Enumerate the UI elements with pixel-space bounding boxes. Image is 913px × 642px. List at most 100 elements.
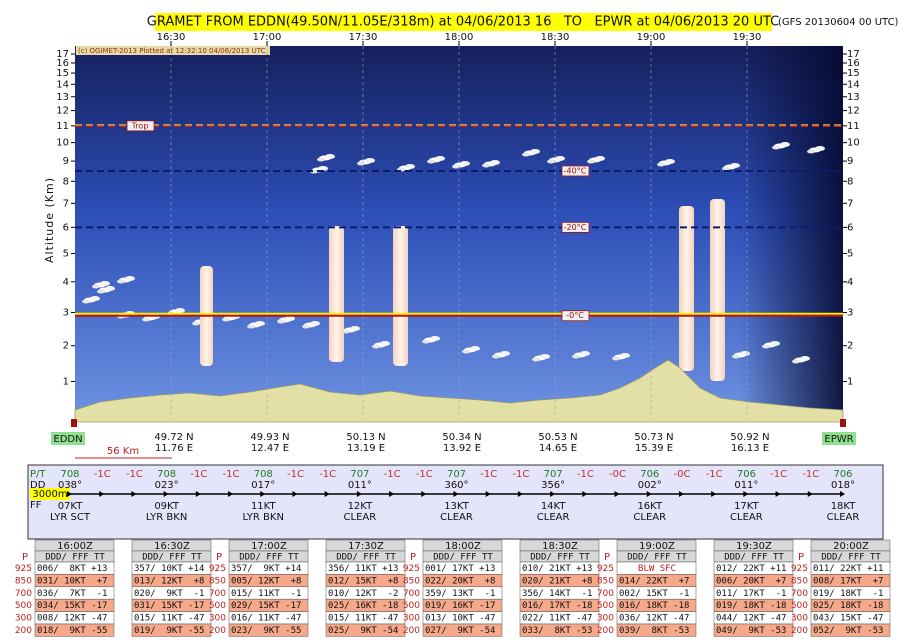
pressure-label: P	[22, 552, 28, 563]
route-arrow	[99, 491, 105, 497]
pressure-temp: -1C	[319, 469, 336, 480]
table-time: 17:30Z	[348, 541, 384, 552]
table-time: 16:30Z	[154, 541, 190, 552]
isotherm-label-box	[561, 165, 590, 177]
pressure-temp: 708	[157, 469, 176, 480]
pressure-level: 700	[597, 589, 614, 599]
table-cell: 001/ 17KT +13	[425, 564, 495, 574]
y-tick-label: 9	[63, 156, 69, 167]
table-cell: 029/ 15KT -17	[231, 601, 301, 611]
pressure-level: 300	[403, 614, 420, 624]
y-tick-label: 3	[847, 308, 853, 319]
wind-speed: 14KT	[541, 501, 567, 512]
pressure-temp: -1C	[480, 469, 497, 480]
pressure-level: 300	[209, 614, 226, 624]
waypoint-lat: 50.53 N	[538, 432, 577, 443]
table-cell: 016/ 18KT -18	[619, 601, 689, 611]
pressure-temp: 707	[447, 469, 466, 480]
table-cell: 039/ 8KT -53	[619, 626, 689, 636]
table-cell: 049/ 9KT -53	[716, 626, 786, 636]
wind-direction: 023°	[155, 480, 179, 491]
table-header: DDD/ FFF TT	[45, 553, 105, 563]
table-cell: 022/ 20KT +8	[425, 576, 495, 586]
destination-marker	[840, 419, 846, 427]
table-row-box	[616, 623, 697, 637]
pressure-level: 300	[791, 614, 808, 624]
route-arrow	[228, 491, 234, 497]
route-arrow	[67, 491, 72, 497]
table-cell: 044/ 12KT -47	[716, 614, 786, 624]
table-cell: 014/ 22KT +7	[619, 576, 689, 586]
wind-speed: 13KT	[444, 501, 470, 512]
table-cell: 019/ 18KT -1	[813, 589, 883, 599]
y-tick-label: 16	[847, 58, 860, 69]
x-tick-label: 16:30	[157, 32, 186, 43]
table-cell: 010/ 21KT +13	[522, 564, 592, 574]
wind-row-label: FF	[30, 500, 42, 511]
route-arrow	[550, 491, 556, 497]
pressure-temp: -1C	[126, 469, 143, 480]
waypoint-lat: 50.13 N	[346, 432, 385, 443]
cloud-cover: CLEAR	[730, 512, 763, 523]
table-cell: 022/ 11KT -47	[522, 614, 592, 624]
wind-speed: 12KT	[348, 501, 374, 512]
wind-speed: 16KT	[637, 501, 663, 512]
y-tick-label: 6	[63, 222, 69, 233]
route-arrow	[356, 491, 362, 497]
route-arrow	[421, 491, 427, 497]
wind-direction: 356°	[541, 480, 565, 491]
waypoint-lon: 13.19 E	[347, 443, 385, 454]
waypoint-lon: 16.13 E	[731, 443, 769, 454]
table-row-box	[325, 623, 406, 637]
y-tick-label: 4	[63, 277, 69, 288]
isotherm-label: Trop	[131, 121, 149, 130]
isotherm-label: -40°C	[564, 166, 587, 175]
title-box	[155, 13, 772, 31]
y-tick-label: 11	[847, 121, 860, 132]
pressure-temp: 706	[640, 469, 659, 480]
table-row-box	[34, 623, 115, 637]
route-arrow	[711, 491, 717, 497]
route-arrow	[614, 491, 620, 497]
wind-speed: 07KT	[58, 501, 84, 512]
table-cell: BLW SFC	[638, 564, 676, 574]
pressure-temp: -1C	[416, 469, 433, 480]
table-row-box	[228, 623, 309, 637]
wind-direction: 360°	[444, 480, 468, 491]
pressure-temp: 707	[544, 469, 563, 480]
x-tick-label: 19:00	[637, 32, 666, 43]
wind-row-label: DD	[30, 480, 46, 491]
x-tick-label: 17:00	[253, 32, 282, 43]
route-arrow	[678, 491, 684, 497]
y-tick-label: 13	[56, 92, 69, 103]
table-time: 16:00Z	[57, 541, 93, 552]
y-tick-label: 16	[56, 58, 69, 69]
route-arrow	[517, 491, 523, 497]
route-arrow	[807, 491, 813, 497]
pressure-label: P	[410, 552, 416, 563]
table-header: DDD/ FFF TT	[433, 553, 493, 563]
table-cell: 027/ 9KT -54	[425, 626, 495, 636]
wind-speed: 11KT	[251, 501, 277, 512]
cloud-cover: CLEAR	[633, 512, 666, 523]
table-time: 18:00Z	[445, 541, 481, 552]
y-tick-label: 17	[847, 49, 860, 60]
pressure-temp: -1C	[287, 469, 304, 480]
table-time: 20:00Z	[833, 541, 869, 552]
wind-row-label: P/T	[30, 469, 46, 480]
table-cell: 018/ 9KT -55	[37, 626, 107, 636]
pressure-label: P	[798, 552, 804, 563]
pressure-level: 850	[15, 576, 32, 586]
y-tick-label: 12	[56, 106, 69, 117]
pressure-temp: -0C	[673, 469, 690, 480]
x-tick-label: 18:30	[541, 32, 570, 43]
title: GRAMET FROM EDDN(49.50N/11.05E/318m) at …	[147, 15, 779, 30]
route-arrow	[324, 491, 330, 497]
pressure-level: 850	[791, 576, 808, 586]
pressure-level: 200	[209, 626, 226, 636]
table-cell: 006/ 20KT +7	[716, 576, 786, 586]
pressure-level: 500	[209, 601, 226, 611]
isotherm-label: -20°C	[564, 223, 587, 232]
y-tick-label: 9	[847, 156, 853, 167]
